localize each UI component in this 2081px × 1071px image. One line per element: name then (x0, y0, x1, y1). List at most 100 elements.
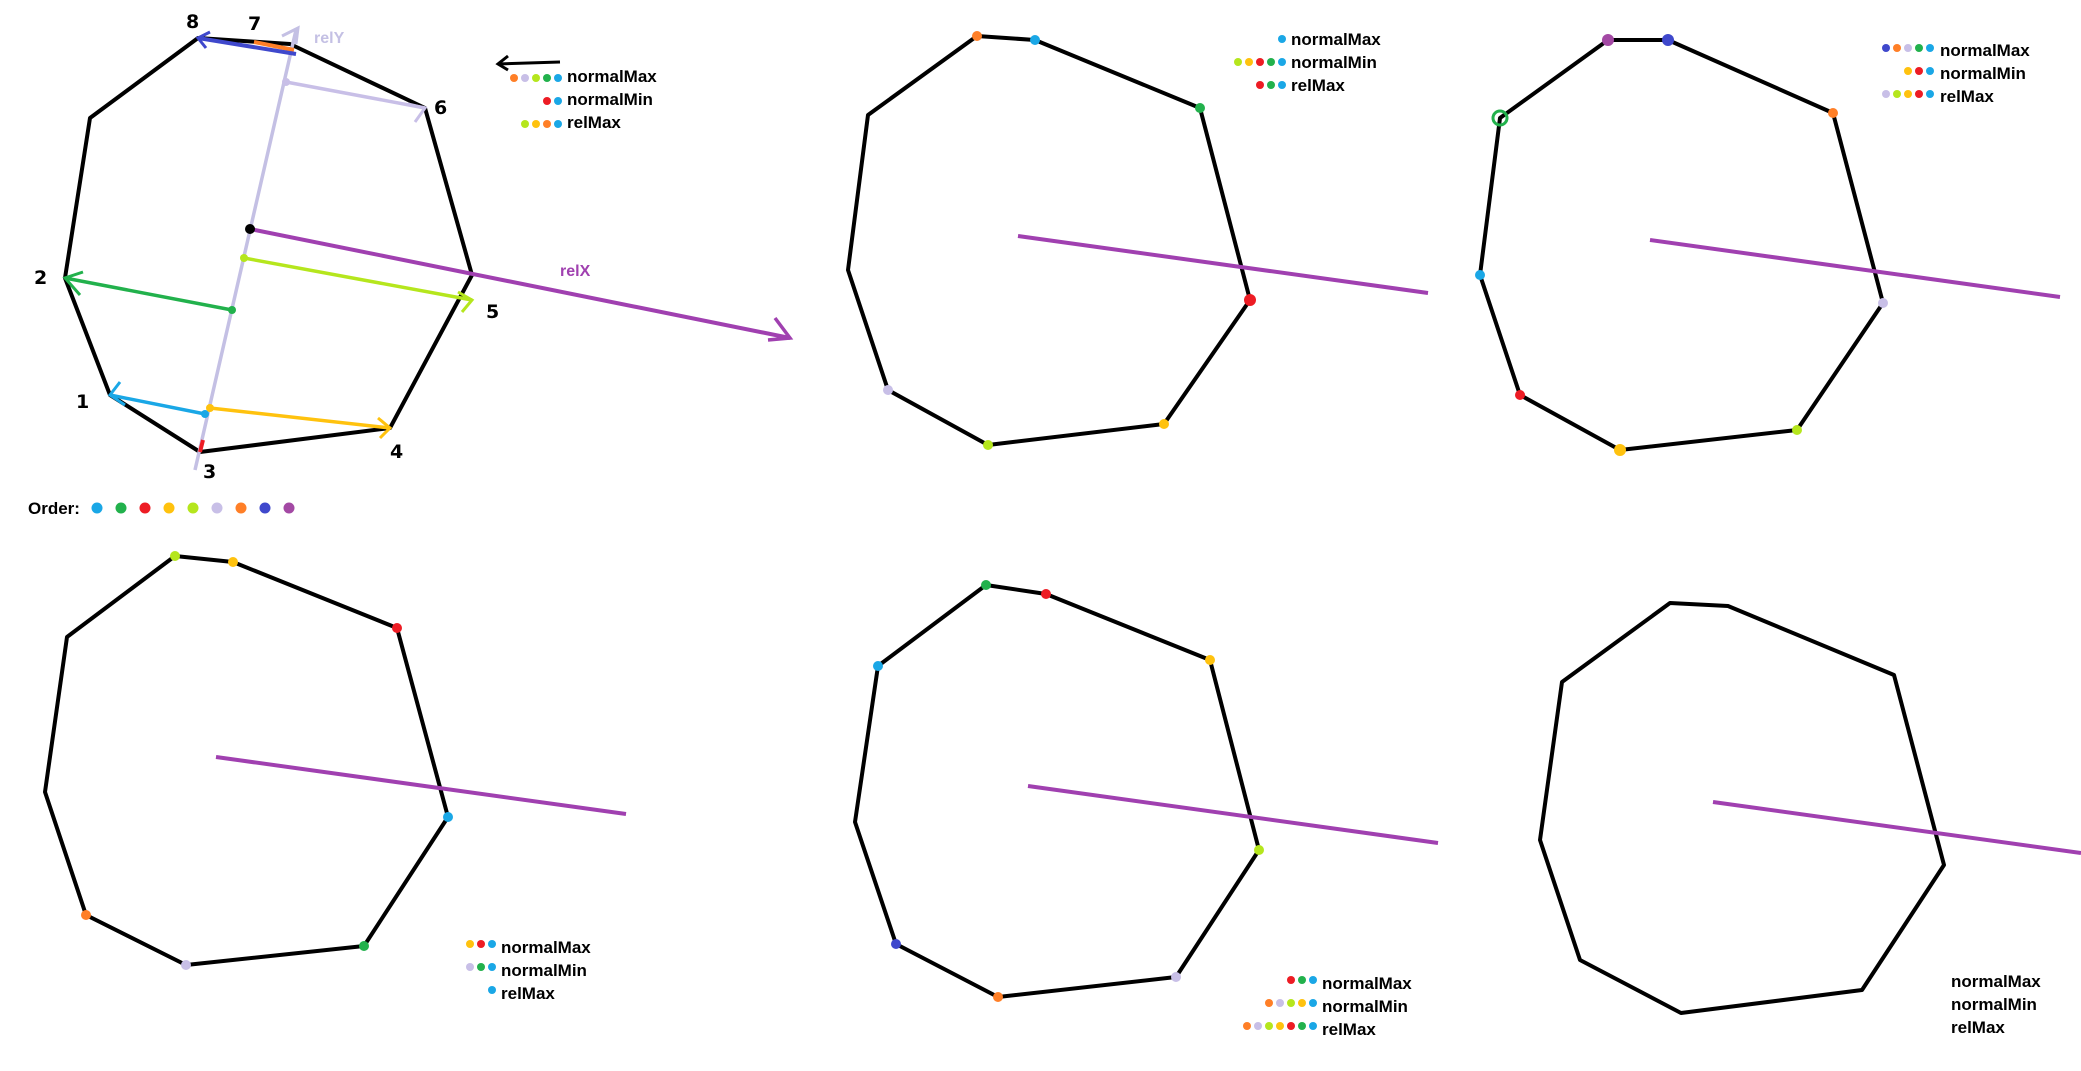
vertex-num-2: 2 (34, 267, 47, 289)
legend-normal-min: normalMin (1951, 995, 2037, 1014)
vertex-dot (1792, 425, 1802, 435)
legend-normal-max: normalMax (1951, 972, 2041, 991)
legend-swatch-row (543, 97, 562, 105)
legend-rel-max: relMax (1322, 1020, 1376, 1039)
legend-swatch-dot (1309, 1022, 1317, 1030)
vertex-num-7: 7 (248, 13, 261, 35)
vertex-num-8: 8 (186, 11, 199, 33)
legend-arrowhead (495, 54, 509, 72)
legend-swatch-dot (477, 940, 485, 948)
proj-4-arrow (377, 416, 393, 440)
vertex-dot (1878, 298, 1888, 308)
panel-1: 1 2 3 4 5 6 7 8 relY relX normalMax norm… (28, 11, 794, 518)
legend-swatch-dot (488, 963, 496, 971)
legend-panel-4: normalMax normalMin relMax (466, 938, 591, 1003)
order-legend: Order: (28, 499, 295, 518)
vertex-dot (392, 623, 402, 633)
panel-4: normalMax normalMin relMax (43, 551, 627, 1003)
rel-x-axis (249, 227, 791, 340)
legend-swatch-dot (1309, 976, 1317, 984)
legend-swatch-dot (1904, 44, 1912, 52)
legend-swatch-dot (1298, 999, 1306, 1007)
legend-panel-5: normalMax normalMin relMax (1243, 974, 1412, 1039)
legend-swatch-dot (1267, 58, 1275, 66)
legend-rel-max: relMax (1940, 87, 1994, 106)
legend-swatch-dot (521, 120, 529, 128)
order-swatch-dot (187, 502, 199, 514)
legend-swatch-dot (1276, 1022, 1284, 1030)
legend-swatch-row (1278, 35, 1286, 43)
legend-swatch-row (1234, 58, 1286, 66)
rel-x-arrowhead (767, 316, 794, 342)
legend-normal-max: normalMax (1291, 30, 1381, 49)
proj-8-arrow (195, 30, 211, 49)
legend-panel-6: normalMax normalMin relMax (1951, 972, 2041, 1037)
proj-2-arrow (62, 270, 84, 296)
legend-swatch-row (1256, 81, 1286, 89)
origin-point (245, 224, 255, 234)
rel-x-label: relX (560, 263, 591, 280)
legend-swatch-dot (1234, 58, 1242, 66)
vertex-dot (1171, 972, 1181, 982)
legend-swatch-dot (1926, 67, 1934, 75)
legend-swatch-dot (554, 120, 562, 128)
vertex-num-3: 3 (203, 461, 216, 483)
foot-2 (228, 306, 236, 314)
foot-4 (206, 404, 214, 412)
rel-y-label: relY (314, 30, 345, 47)
vertex-dot (1254, 845, 1264, 855)
legend-swatch-dot (543, 74, 551, 82)
legend-swatch-dot (488, 940, 496, 948)
legend-swatch-row (1882, 44, 1934, 52)
vertex-dot (1515, 390, 1525, 400)
legend-swatch-dot (543, 120, 551, 128)
order-label: Order: (28, 499, 80, 518)
legend-swatch-dot (1298, 1022, 1306, 1030)
proj-6-arrow (407, 102, 428, 123)
rel-x-axis (1027, 784, 1439, 845)
legend-swatch-dot (521, 74, 529, 82)
legend-swatch-row (510, 74, 562, 82)
legend-rel-max: relMax (1291, 76, 1345, 95)
legend-swatch-dot (488, 986, 496, 994)
legend-panel-3: normalMax normalMin relMax (1882, 41, 2030, 106)
vertex-dot (983, 440, 993, 450)
legend-swatch-dot (532, 120, 540, 128)
legend-panel-2: normalMax normalMin relMax (1234, 30, 1381, 95)
legend-swatch-dot (1882, 44, 1890, 52)
vertex-dot (170, 551, 180, 561)
vertex-dot (1475, 270, 1485, 280)
order-swatch-dot (139, 502, 151, 514)
legend-normal-max: normalMax (1322, 974, 1412, 993)
legend-swatch-dot (554, 97, 562, 105)
foot-1 (201, 410, 209, 418)
vertex-dot (1614, 444, 1626, 456)
legend-swatch-dot (1287, 976, 1295, 984)
vertex-dot (972, 31, 982, 41)
legend-swatch-dot (1278, 81, 1286, 89)
vertex-dot (1602, 34, 1614, 46)
legend-swatch-dot (1278, 58, 1286, 66)
legend-rel-max: relMax (1951, 1018, 2005, 1037)
legend-swatch-dot (543, 97, 551, 105)
legend-swatch-dot (1926, 44, 1934, 52)
legend-swatch-dot (1915, 44, 1923, 52)
legend-swatch-dot (1278, 35, 1286, 43)
vertex-dot (891, 939, 901, 949)
vertex-dot (873, 661, 883, 671)
legend-swatch-dot (532, 74, 540, 82)
legend-swatch-dot (466, 940, 474, 948)
legend-swatch-dot (1893, 90, 1901, 98)
proj-5-arrow (457, 290, 475, 313)
legend-swatch-dot (1287, 1022, 1295, 1030)
vertex-dot (993, 992, 1003, 1002)
legend-normal-max: normalMax (1940, 41, 2030, 60)
legend-swatch-row (488, 986, 496, 994)
vertex-dot (1244, 294, 1256, 306)
order-swatch-dot (283, 502, 295, 514)
proj-8 (197, 36, 297, 56)
legend-swatch-dot (1926, 90, 1934, 98)
vertex-dot (1205, 655, 1215, 665)
foot-5 (240, 254, 248, 262)
